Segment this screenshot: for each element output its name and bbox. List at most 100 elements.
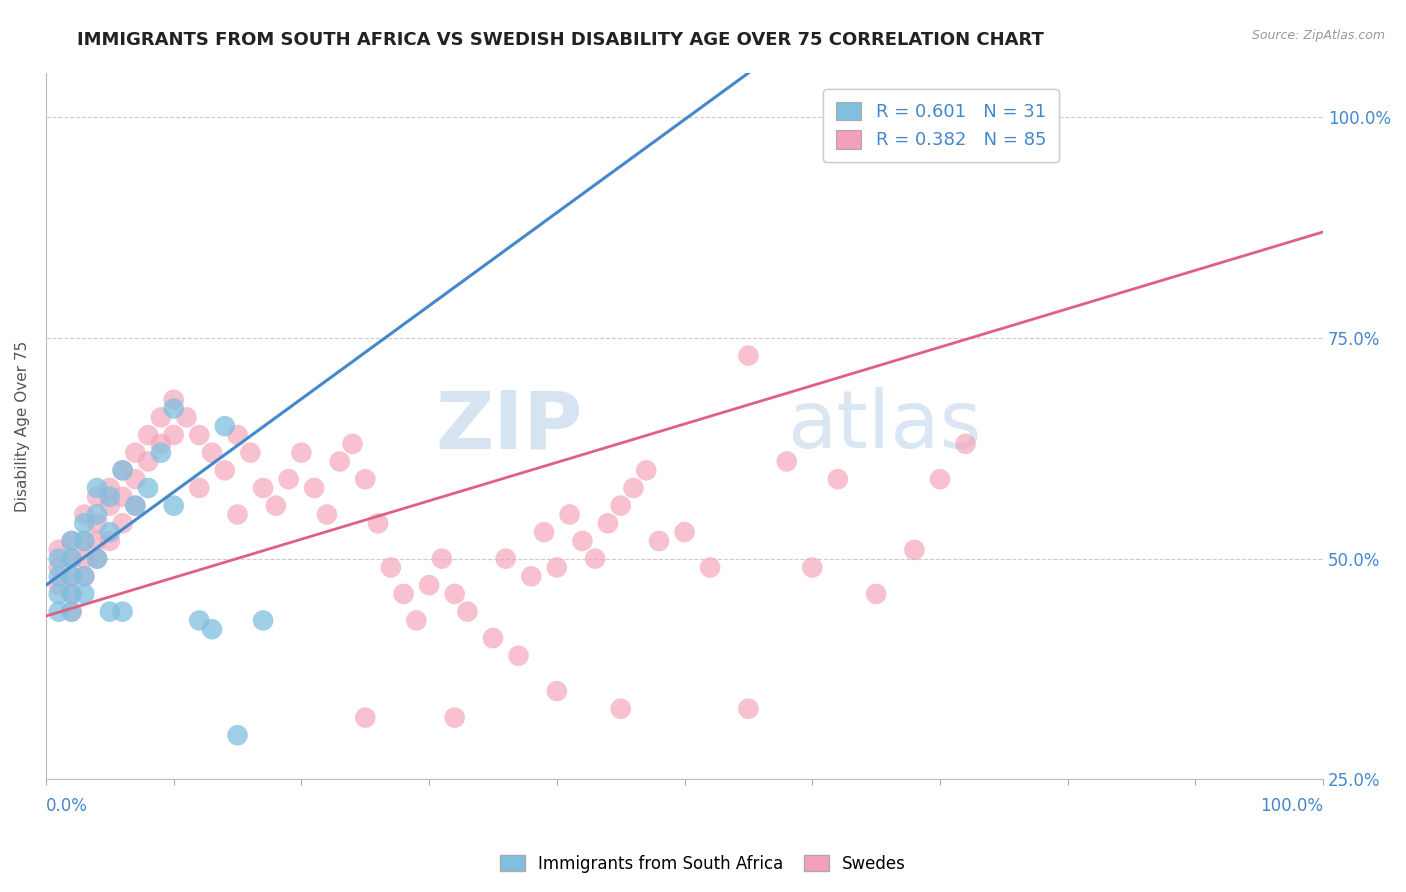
Point [430,551,453,566]
Point [86,551,108,566]
Point [316,508,339,522]
Point [214,463,236,477]
Point [623,481,645,495]
Point [163,401,186,416]
Point [546,560,568,574]
Point [571,533,593,548]
Point [98,605,121,619]
Point [149,410,172,425]
Point [86,516,108,531]
Text: Source: ZipAtlas.com: Source: ZipAtlas.com [1251,29,1385,42]
Point [277,472,299,486]
Point [124,445,146,459]
Point [60,551,83,566]
Point [495,551,517,566]
Point [111,605,134,619]
Y-axis label: Disability Age Over 75: Disability Age Over 75 [15,341,30,512]
Point [48,551,70,566]
Point [98,481,121,495]
Point [60,587,83,601]
Point [456,605,478,619]
Point [418,578,440,592]
Point [86,481,108,495]
Point [252,614,274,628]
Point [609,702,631,716]
Point [342,437,364,451]
Point [86,508,108,522]
Point [136,481,159,495]
Point [239,445,262,459]
Point [111,463,134,477]
Point [73,569,96,583]
Point [163,499,186,513]
Point [48,578,70,592]
Point [124,499,146,513]
Point [583,551,606,566]
Point [48,542,70,557]
Point [648,533,671,548]
Point [73,516,96,531]
Point [124,472,146,486]
Point [48,605,70,619]
Legend: R = 0.601   N = 31, R = 0.382   N = 85: R = 0.601 N = 31, R = 0.382 N = 85 [823,89,1059,162]
Point [865,587,887,601]
Point [73,508,96,522]
Point [111,516,134,531]
Point [801,560,824,574]
Point [48,587,70,601]
Point [737,349,759,363]
Point [163,392,186,407]
Point [163,428,186,442]
Point [520,569,543,583]
Point [955,437,977,451]
Point [354,710,377,724]
Point [149,437,172,451]
Point [252,481,274,495]
Text: ZIP: ZIP [434,387,582,466]
Point [508,648,530,663]
Point [380,560,402,574]
Point [329,454,352,468]
Point [86,551,108,566]
Point [776,454,799,468]
Point [111,463,134,477]
Point [111,490,134,504]
Point [201,445,224,459]
Point [60,533,83,548]
Text: 0.0%: 0.0% [46,797,87,815]
Point [136,454,159,468]
Point [86,533,108,548]
Point [60,569,83,583]
Point [533,525,555,540]
Point [60,605,83,619]
Point [226,728,249,742]
Point [201,622,224,636]
Point [188,481,211,495]
Point [60,587,83,601]
Point [392,587,415,601]
Point [226,428,249,442]
Point [60,533,83,548]
Point [214,419,236,434]
Text: 100.0%: 100.0% [1260,797,1323,815]
Point [124,499,146,513]
Text: atlas: atlas [787,387,981,466]
Point [176,410,198,425]
Point [226,508,249,522]
Point [482,631,505,645]
Point [60,569,83,583]
Point [827,472,849,486]
Point [596,516,619,531]
Point [443,710,465,724]
Point [354,472,377,486]
Point [73,587,96,601]
Point [302,481,325,495]
Point [73,569,96,583]
Point [367,516,389,531]
Point [86,490,108,504]
Point [290,445,312,459]
Point [264,499,287,513]
Point [73,533,96,548]
Point [546,684,568,698]
Point [149,445,172,459]
